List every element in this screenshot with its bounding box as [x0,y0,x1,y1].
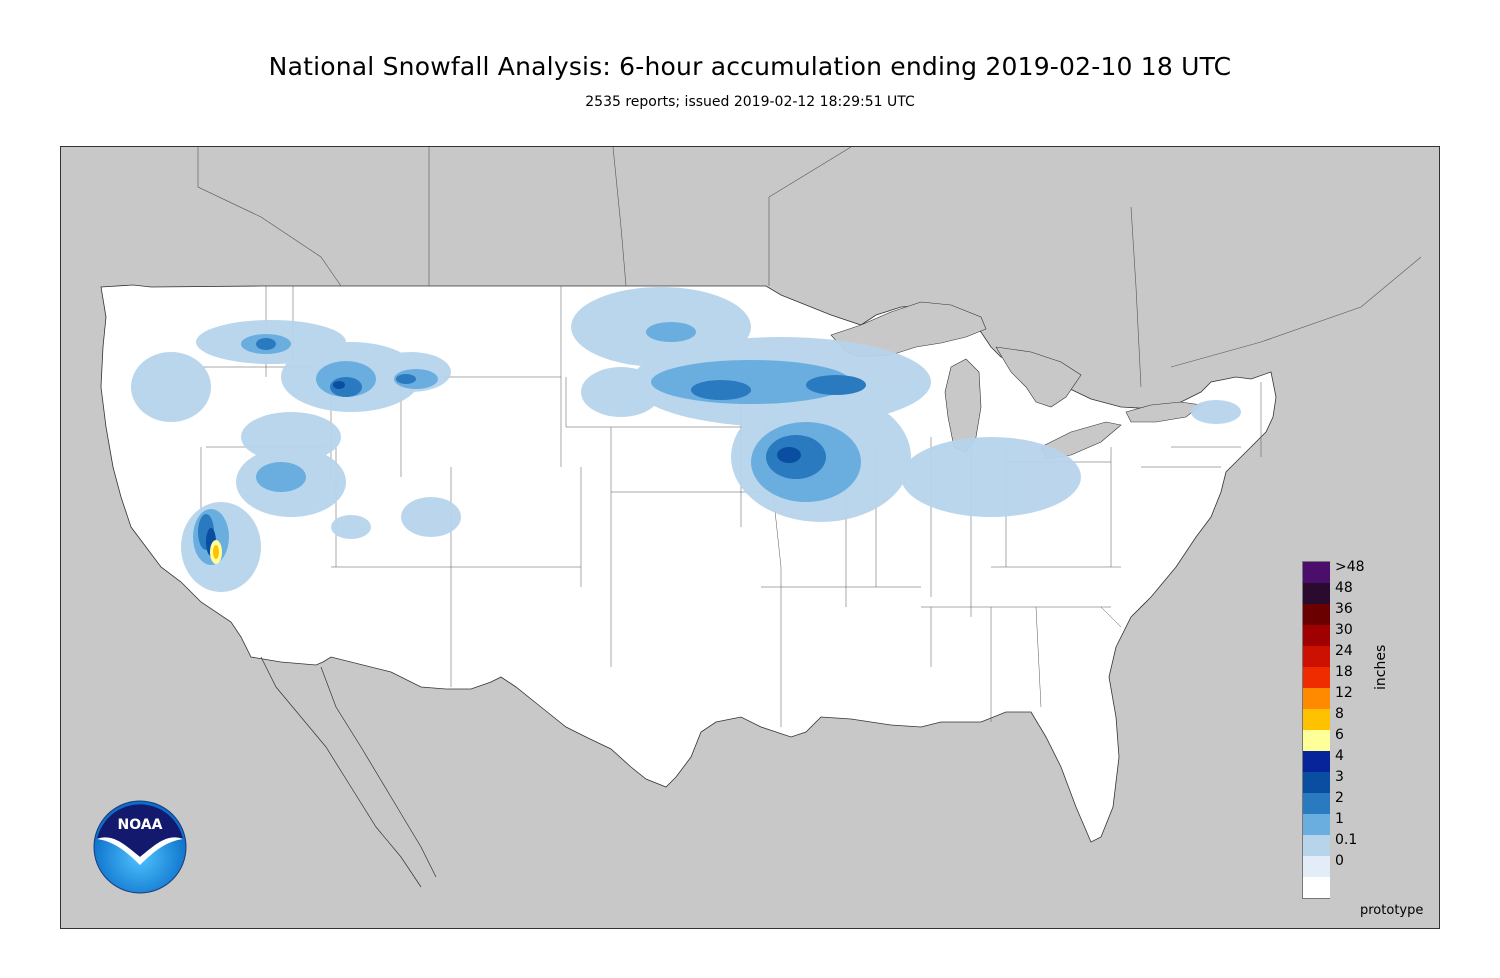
snow-6-8 [210,540,222,564]
legend-swatch [1303,562,1330,583]
baja-coast [260,656,437,888]
legend-swatch [1303,604,1330,625]
legend-swatch [1303,751,1330,772]
prototype-note: prototype [1360,903,1424,918]
legend-label: 12 [1335,685,1353,701]
legend [1302,561,1330,899]
snow-2-3 [198,338,866,550]
legend-swatch [1303,856,1330,877]
legend-label: 36 [1335,601,1353,617]
legend-units: inches [1373,644,1389,690]
legend-label: 1 [1335,811,1344,827]
noaa-logo-text: NOAA [118,817,163,833]
legend-swatch [1303,709,1330,730]
legend-swatch [1303,835,1330,856]
legend-label: 24 [1335,643,1353,659]
map-title: National Snowfall Analysis: 6-hour accum… [268,52,1232,81]
legend-label: 0.1 [1335,832,1358,848]
map-svg [100,147,1422,888]
legend-label: 0 [1335,853,1344,869]
legend-swatch [1303,625,1330,646]
legend-label: >48 [1335,559,1365,575]
snowfall-map[interactable] [60,146,1440,929]
legend-label: 3 [1335,769,1344,785]
legend-swatch [1303,814,1330,835]
legend-swatch [1303,667,1330,688]
noaa-logo: NOAA [93,800,187,894]
legend-swatch-zero [1303,877,1330,898]
legend-label: 48 [1335,580,1353,596]
canada-lines [197,147,1422,388]
legend-swatch [1303,730,1330,751]
legend-swatch [1303,646,1330,667]
legend-label: 30 [1335,622,1353,638]
legend-label: 8 [1335,706,1344,722]
map-subtitle: 2535 reports; issued 2019-02-12 18:29:51… [585,94,915,110]
lake-huron [995,346,1082,408]
legend-swatch [1303,583,1330,604]
legend-swatch [1303,772,1330,793]
legend-label: 18 [1335,664,1353,680]
legend-swatch [1303,793,1330,814]
legend-swatch [1303,688,1330,709]
legend-label: 4 [1335,748,1344,764]
legend-label: 6 [1335,727,1344,743]
legend-colorbar [1302,561,1330,899]
legend-label: 2 [1335,790,1344,806]
